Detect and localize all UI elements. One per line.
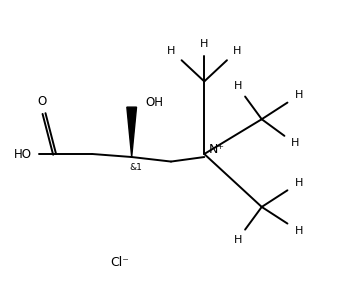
Text: H: H [234,235,242,245]
Polygon shape [127,107,136,157]
Text: O: O [38,95,47,107]
Text: H: H [167,46,175,56]
Text: H: H [295,226,303,236]
Text: H: H [295,90,303,100]
Text: H: H [200,39,209,49]
Text: Cl⁻: Cl⁻ [110,256,129,270]
Text: &1: &1 [130,163,143,172]
Text: H: H [290,138,299,148]
Text: H: H [295,178,303,188]
Text: H: H [234,81,242,91]
Text: OH: OH [145,96,163,109]
Text: N⁺: N⁺ [209,143,225,156]
Text: HO: HO [14,148,32,160]
Text: H: H [233,46,241,56]
